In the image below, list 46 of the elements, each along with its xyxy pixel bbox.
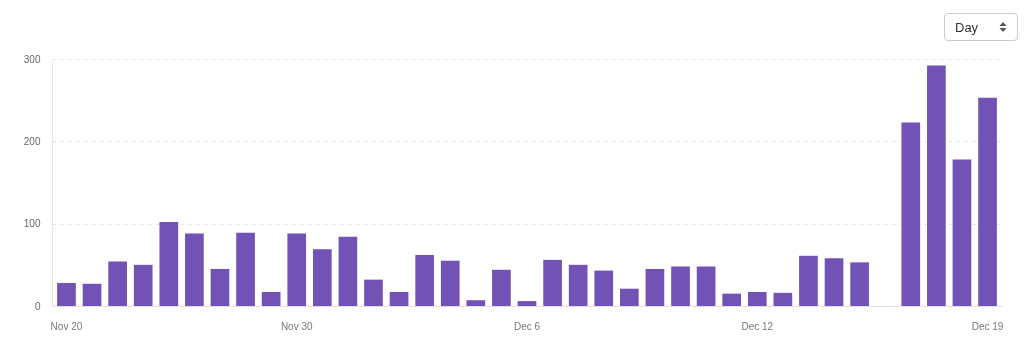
bar — [210, 268, 230, 306]
bar — [261, 292, 281, 306]
bar — [236, 232, 255, 306]
bar — [824, 258, 844, 306]
bar — [185, 233, 204, 306]
bar — [799, 255, 818, 306]
bar — [389, 292, 409, 306]
bar — [108, 261, 127, 306]
y-tick-label: 100 — [23, 218, 41, 230]
x-tick-label: Dec 12 — [741, 320, 774, 332]
bar — [415, 254, 434, 306]
bar — [364, 279, 383, 306]
bar — [696, 266, 716, 306]
bar — [645, 268, 665, 306]
bar — [57, 282, 76, 306]
bar — [82, 283, 102, 306]
x-tick-label: Nov 30 — [280, 320, 314, 332]
bar — [927, 65, 946, 306]
x-tick-label: Nov 20 — [50, 320, 83, 332]
y-tick-label: 0 — [34, 300, 41, 312]
bar — [492, 269, 511, 306]
bar — [287, 233, 307, 306]
bar — [978, 97, 997, 306]
bar — [159, 222, 179, 306]
bar — [773, 292, 793, 306]
x-tick-label: Dec 19 — [971, 320, 1004, 332]
bar — [747, 292, 767, 306]
bar — [440, 260, 460, 306]
bar — [312, 249, 332, 306]
bar — [543, 259, 562, 306]
bar — [568, 264, 588, 306]
bar — [722, 293, 742, 306]
bar — [466, 300, 486, 306]
bar — [517, 301, 537, 306]
bar — [901, 122, 921, 306]
bar — [133, 264, 153, 306]
y-tick-label: 200 — [23, 135, 41, 147]
y-tick-label: 300 — [23, 53, 41, 65]
bar — [671, 266, 690, 306]
bar — [952, 159, 972, 306]
x-tick-label: Dec 6 — [513, 320, 541, 332]
bar — [338, 236, 358, 306]
bar — [594, 270, 614, 306]
bar — [620, 288, 639, 306]
bar — [850, 262, 869, 306]
dropdown: Day — [944, 13, 1018, 41]
